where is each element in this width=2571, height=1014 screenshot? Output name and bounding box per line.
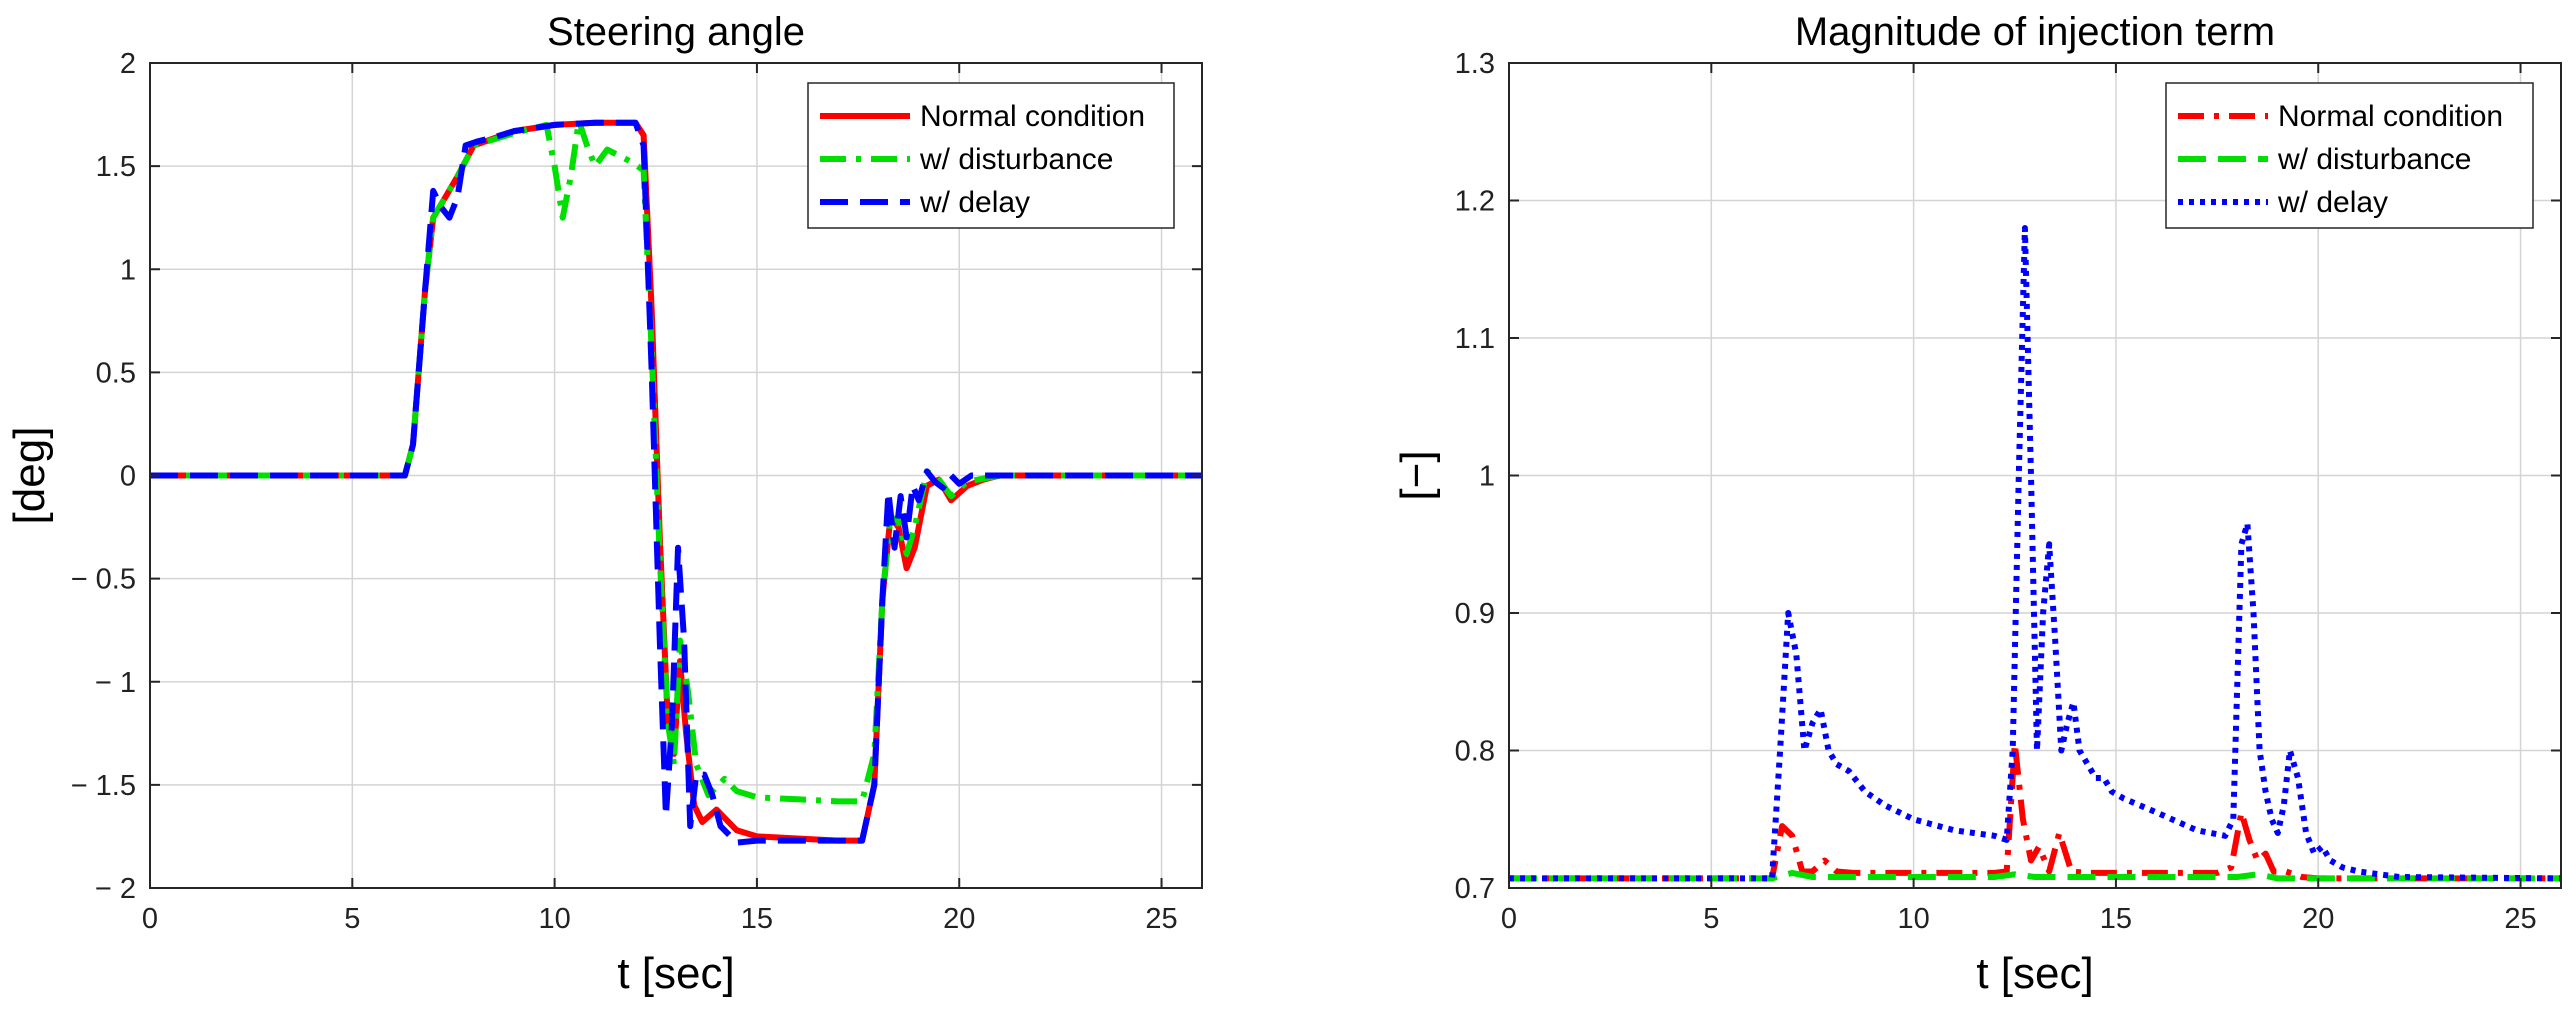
- y-tick-label: 1: [1479, 461, 1495, 493]
- y-tick-label: 0.8: [1455, 736, 1495, 768]
- legend-label-normal-condition: Normal condition: [920, 100, 1145, 133]
- legend-label-w-disturbance: w/ disturbance: [2277, 143, 2471, 176]
- x-tick-label: 5: [344, 903, 360, 935]
- legend-label-w-delay: w/ delay: [2277, 186, 2388, 219]
- y-tick-label: − 1: [95, 667, 136, 699]
- y-tick-label: 0.7: [1455, 873, 1495, 905]
- y-tick-label: 1: [120, 254, 136, 286]
- x-tick-label: 0: [1501, 903, 1517, 935]
- chart-title: Steering angle: [547, 10, 805, 54]
- chart-title: Magnitude of injection term: [1795, 10, 2275, 54]
- y-tick-label: 1.2: [1455, 186, 1495, 218]
- x-tick-label: 20: [2302, 903, 2334, 935]
- series-line-w-delay: [150, 119, 1202, 846]
- x-tick-label: 25: [1145, 903, 1177, 935]
- x-tick-label: 10: [1897, 903, 1929, 935]
- series-group: [150, 117, 1202, 846]
- y-axis-label: [−]: [1392, 450, 1441, 500]
- series-line-w-delay: [1509, 225, 2561, 882]
- y-axis-label: [deg]: [5, 427, 54, 525]
- x-tick-label: 15: [2100, 903, 2132, 935]
- y-tick-label: − 2: [95, 873, 136, 905]
- legend: Normal condition w/ disturbance w/ delay: [2165, 82, 2534, 229]
- x-tick-label: 0: [142, 903, 158, 935]
- series-line-normal-condition: [1509, 740, 2561, 882]
- legend-label-w-delay: w/ delay: [919, 186, 1030, 219]
- y-tick-label: 0.5: [96, 357, 136, 389]
- legend-box: [2165, 82, 2534, 229]
- series-group: [1509, 225, 2561, 882]
- injection-term-chart: 0 5 10 15 20 25 1.3 1.2 1.1 1 0.9 0.8 0.7 Magnitude o…: [1392, 10, 2562, 998]
- x-tick-label: 5: [1703, 903, 1719, 935]
- legend-label-w-disturbance: w/ disturbance: [919, 143, 1113, 176]
- y-tick-label: 1.1: [1455, 323, 1495, 355]
- legend: Normal condition w/ disturbance w/ delay: [807, 82, 1175, 229]
- x-tick-label: 25: [2504, 903, 2536, 935]
- series-line-w-disturbance: [1509, 869, 2561, 882]
- y-tick-label: 1.5: [96, 151, 136, 183]
- x-tick-label: 15: [741, 903, 773, 935]
- steering-angle-chart: 0 5 10 15 20 25 2 1.5 1 0.5 0 − 0.5 − 1 − 1.5 − 2 Steer…: [5, 10, 1203, 998]
- x-tick-label: 10: [538, 903, 570, 935]
- x-tick-label: 20: [943, 903, 975, 935]
- y-tick-label: 1.3: [1455, 48, 1495, 80]
- y-tick-label: − 1.5: [71, 770, 136, 802]
- y-tick-label: − 0.5: [71, 564, 136, 596]
- y-tick-label: 0.9: [1455, 598, 1495, 630]
- y-tick-label: 0: [120, 461, 136, 493]
- legend-label-normal-condition: Normal condition: [2278, 100, 2503, 133]
- y-tick-label: 2: [120, 48, 136, 80]
- x-axis-label: t [sec]: [1976, 949, 2093, 998]
- x-axis-label: t [sec]: [617, 949, 734, 998]
